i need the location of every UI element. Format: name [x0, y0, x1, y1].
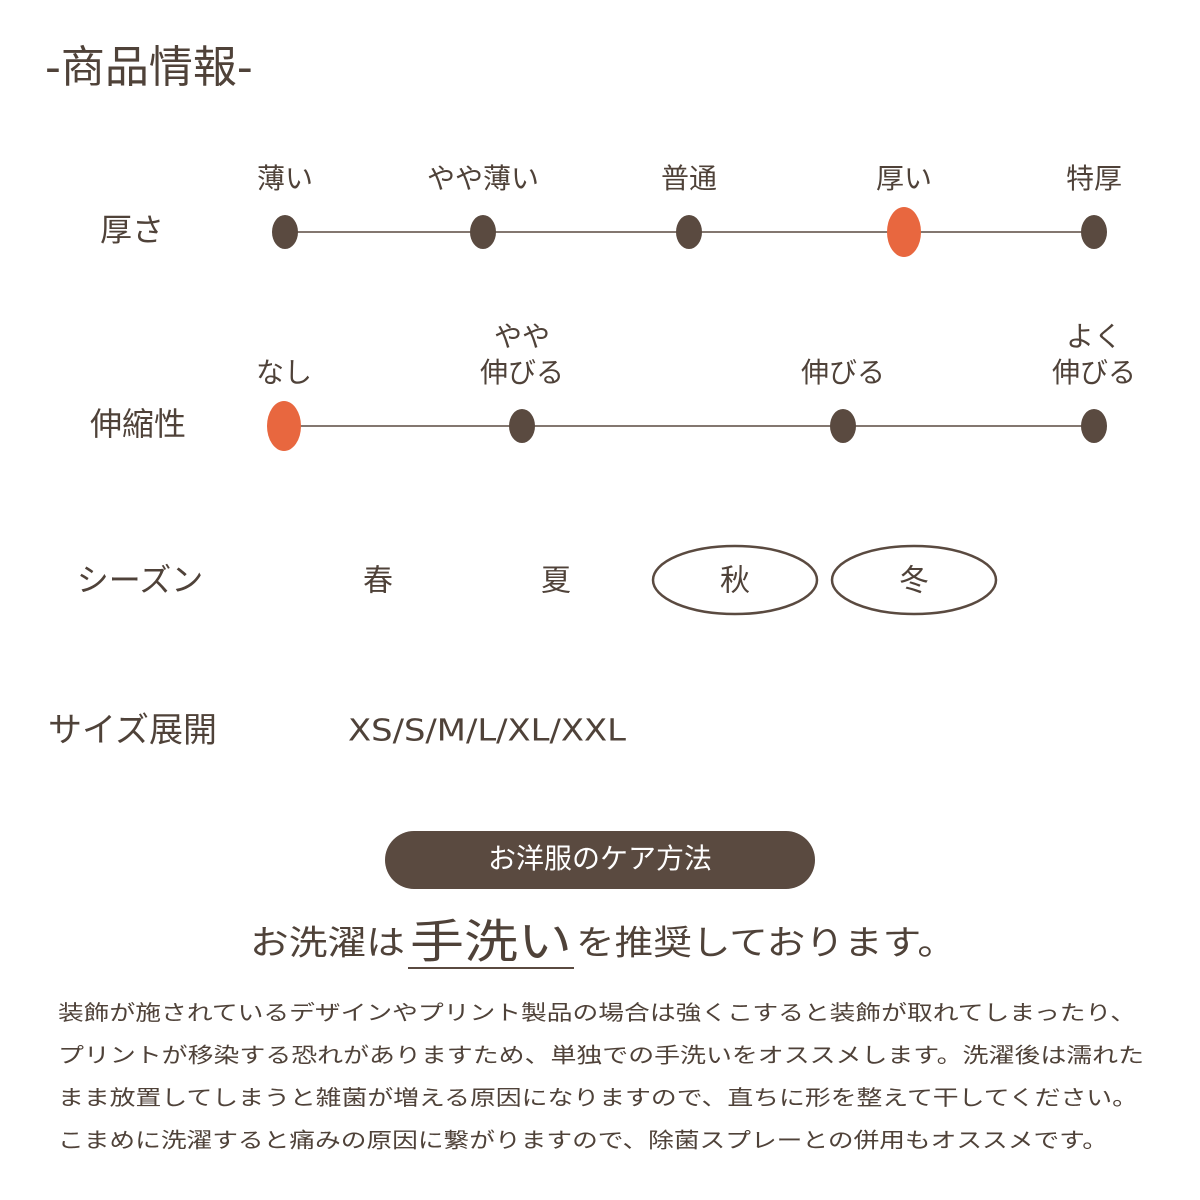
care-body-line: 装飾が施されているデザインやプリント製品の場合は強くこすると装飾が取れてしまった…: [58, 1001, 1136, 1025]
headline-part: 手洗い: [410, 915, 572, 969]
option-label: よく: [1066, 320, 1122, 353]
option-label: 伸びる: [480, 356, 564, 389]
scale-dot: [1081, 215, 1107, 249]
headline-part: を推奨しております。: [576, 924, 956, 964]
scale-label: 伸縮性: [90, 405, 186, 443]
care-badge-text: お洋服のケア方法: [488, 842, 712, 875]
page-title: -商品情報-: [45, 42, 253, 93]
season-circle: [651, 544, 819, 616]
option-label: 伸びる: [1052, 356, 1136, 389]
selected-dot: [267, 401, 301, 451]
scale-label: 厚さ: [100, 211, 164, 249]
scale-dot: [470, 215, 496, 249]
option-label: 薄い: [257, 162, 313, 195]
scale-dot: [830, 409, 856, 443]
care-body-line: プリントが移染する恐れがありますため、単独での手洗いをオススメします。洗濯後は濡…: [58, 1044, 1144, 1068]
size-label: サイズ展開: [48, 711, 217, 751]
option-label: 伸びる: [801, 356, 885, 389]
headline-part: お洗濯は: [250, 924, 405, 964]
option-label: 特厚: [1066, 162, 1122, 195]
option-label: 厚い: [876, 162, 932, 195]
scale-dot: [1081, 409, 1107, 443]
option-label: やや: [494, 320, 550, 353]
care-body-line: こまめに洗濯すると痛みの原因に繋がりますので、除菌スプレーとの併用もオススメです…: [58, 1129, 1108, 1153]
care-body-line: まま放置してしまうと雑菌が増える原因になりますので、直ちに形を整えて干してくださ…: [58, 1086, 1138, 1110]
option-label: 普通: [661, 162, 717, 195]
care-badge: [385, 831, 815, 889]
season-option: 秋: [720, 564, 750, 599]
scale-dot: [272, 215, 298, 249]
scale-dot: [509, 409, 535, 443]
season-option: 春: [363, 564, 393, 599]
scale-dot: [676, 215, 702, 249]
season-option: 冬: [899, 564, 929, 599]
option-label: なし: [256, 356, 312, 389]
size-value: XS/S/M/L/XL/XXL: [348, 714, 626, 749]
selected-dot: [887, 207, 921, 257]
season-circle: [830, 544, 998, 616]
season-option: 夏: [541, 564, 571, 599]
option-label: やや薄い: [427, 162, 539, 195]
season-label: シーズン: [77, 561, 203, 599]
